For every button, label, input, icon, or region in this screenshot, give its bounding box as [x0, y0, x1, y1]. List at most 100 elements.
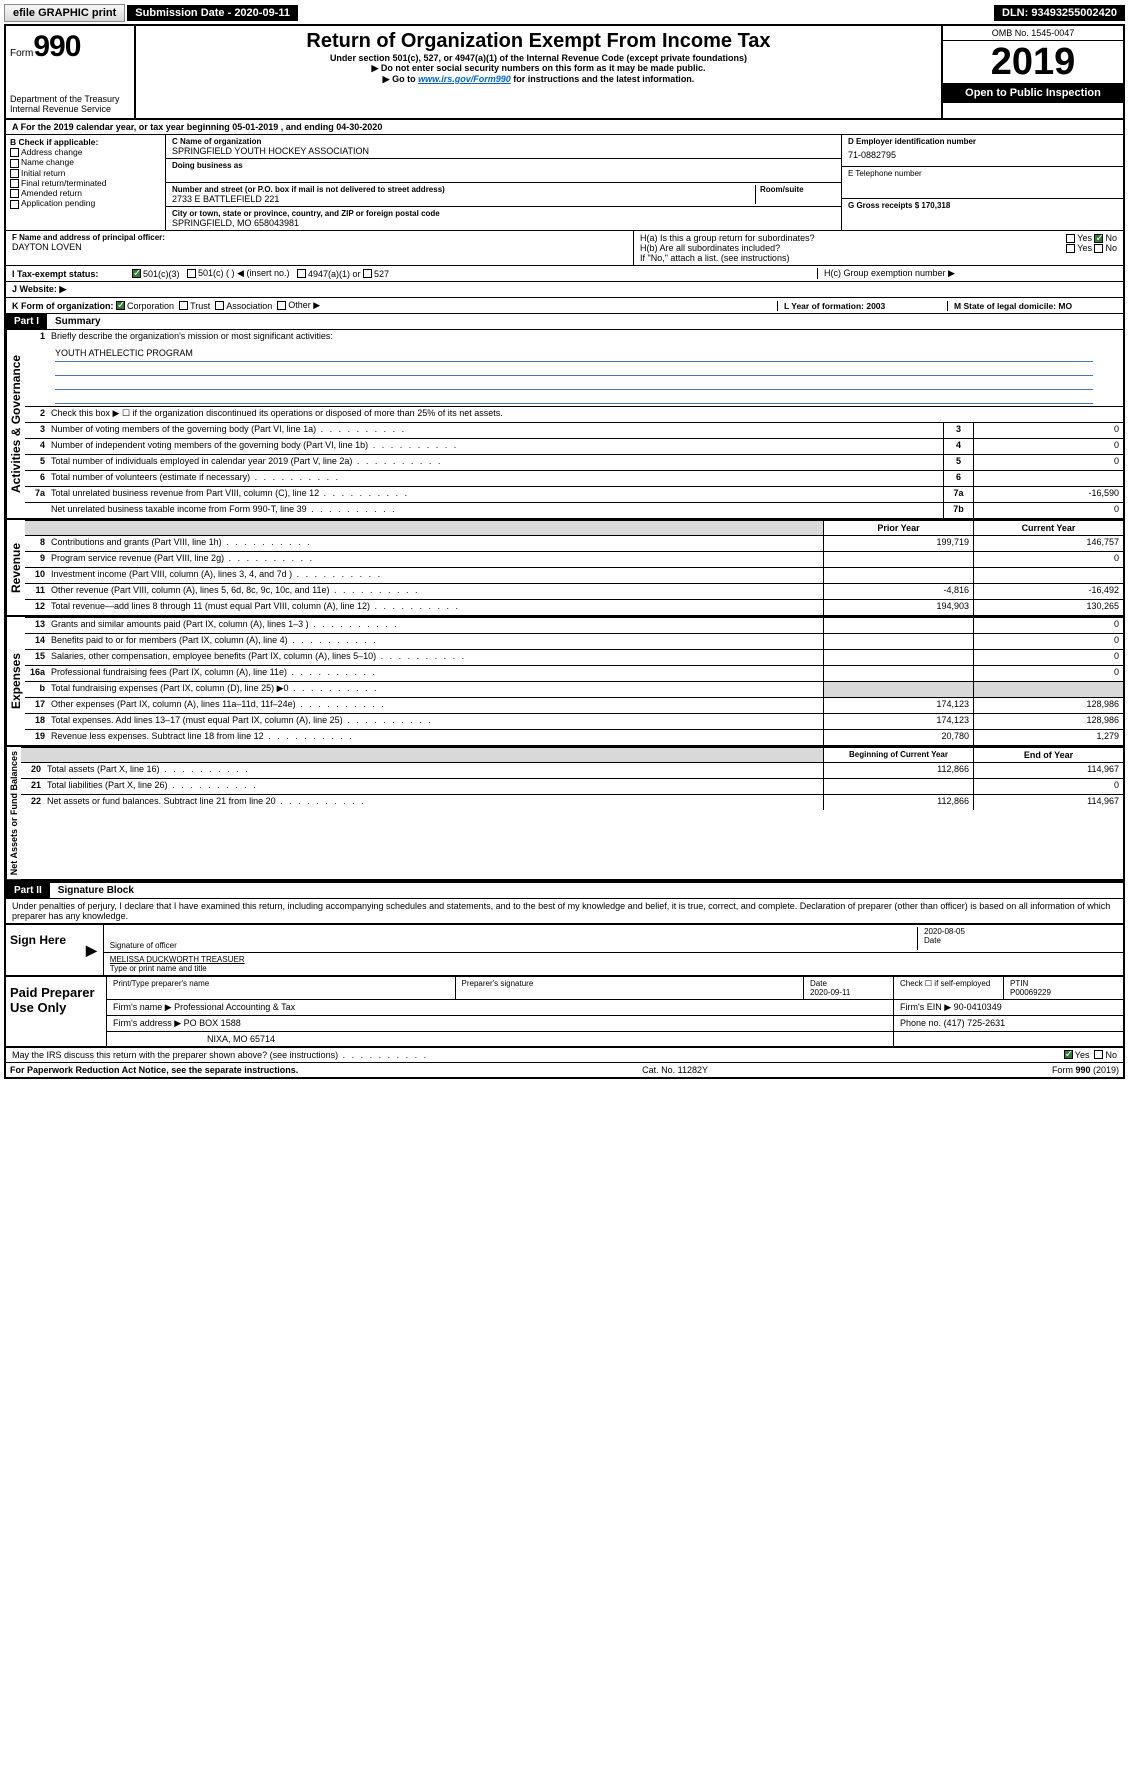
- form-number: 990: [33, 30, 80, 63]
- identity-block: B Check if applicable: Address change Na…: [6, 135, 1123, 231]
- chk-hb-yes[interactable]: [1066, 244, 1075, 253]
- open-public-label: Open to Public Inspection: [943, 83, 1123, 103]
- chk-ha-yes[interactable]: [1066, 234, 1075, 243]
- chk-trust[interactable]: [179, 301, 188, 310]
- gross-label: G Gross receipts $ 170,318: [848, 201, 1117, 210]
- form-title: Return of Organization Exempt From Incom…: [144, 30, 933, 53]
- summary-line: Net unrelated business taxable income fr…: [25, 502, 1123, 518]
- k-label: K Form of organization:: [12, 301, 114, 311]
- chk-assoc[interactable]: [215, 301, 224, 310]
- summary-line: bTotal fundraising expenses (Part IX, co…: [25, 681, 1123, 697]
- chk-527[interactable]: [363, 269, 372, 278]
- summary-line: 14Benefits paid to or for members (Part …: [25, 633, 1123, 649]
- room-label: Room/suite: [760, 185, 835, 194]
- summary-line: 4Number of independent voting members of…: [25, 438, 1123, 454]
- summary-line: 9Program service revenue (Part VIII, lin…: [25, 551, 1123, 567]
- chk-corp[interactable]: [116, 301, 125, 310]
- q2-label: Check this box ▶ ☐ if the organization d…: [49, 407, 1123, 422]
- chk-name-change[interactable]: [10, 159, 19, 168]
- lbl-amended: Amended return: [21, 188, 82, 198]
- lbl-501c3: 501(c)(3): [143, 269, 180, 279]
- summary-line: 12Total revenue—add lines 8 through 11 (…: [25, 599, 1123, 615]
- vert-net: Net Assets or Fund Balances: [6, 747, 21, 879]
- chk-discuss-no[interactable]: [1094, 1050, 1103, 1059]
- chk-ha-no[interactable]: [1094, 234, 1103, 243]
- irs-link[interactable]: www.irs.gov/Form990: [418, 74, 511, 84]
- signature-block: Sign Here ▶ Signature of officer 2020-08…: [6, 923, 1123, 975]
- city-state-zip: SPRINGFIELD, MO 658043981: [172, 218, 835, 228]
- tax-year: 2019: [943, 41, 1123, 83]
- firm-ein-label: Firm's EIN ▶: [900, 1002, 951, 1012]
- part1-title: Summary: [47, 314, 109, 329]
- summary-line: 8Contributions and grants (Part VIII, li…: [25, 535, 1123, 551]
- mission-text: YOUTH ATHELECTIC PROGRAM: [55, 348, 1093, 362]
- part2-header: Part II: [6, 883, 50, 898]
- l-label: L Year of formation: 2003: [777, 301, 947, 311]
- chk-discuss-yes[interactable]: [1064, 1050, 1073, 1059]
- mission-blank1: [55, 362, 1093, 376]
- q1-label: Briefly describe the organization's miss…: [49, 330, 1123, 346]
- ein-label: D Employer identification number: [848, 137, 1117, 146]
- mission-area: YOUTH ATHELECTIC PROGRAM: [25, 346, 1123, 406]
- self-emp-header: Check ☐ if self-employed: [893, 977, 1003, 999]
- vert-expenses: Expenses: [6, 617, 25, 745]
- part1-header: Part I: [6, 314, 47, 329]
- sign-here-label: Sign Here: [6, 925, 86, 975]
- firm-addr1: PO BOX 1588: [184, 1018, 241, 1028]
- chk-final-return[interactable]: [10, 179, 19, 188]
- efile-print-button[interactable]: efile GRAPHIC print: [4, 4, 125, 22]
- sig-date: 2020-08-05: [924, 927, 1117, 936]
- dba-label: Doing business as: [172, 161, 835, 170]
- f-label: F Name and address of principal officer:: [12, 233, 627, 242]
- chk-501c[interactable]: [187, 269, 196, 278]
- chk-initial-return[interactable]: [10, 169, 19, 178]
- tax-period-row: A For the 2019 calendar year, or tax yea…: [6, 120, 1123, 135]
- dln-label: DLN: 93493255002420: [994, 5, 1125, 21]
- ptin-value: P00069229: [1010, 988, 1051, 997]
- note2-post: for instructions and the latest informat…: [511, 74, 695, 84]
- footer: For Paperwork Reduction Act Notice, see …: [6, 1062, 1123, 1077]
- lbl-yes: Yes: [1077, 233, 1092, 243]
- arrow-icon: ▶: [86, 942, 97, 959]
- prep-sig-header: Preparer's signature: [455, 977, 804, 999]
- irs-label: Internal Revenue Service: [10, 104, 130, 114]
- chk-4947[interactable]: [297, 269, 306, 278]
- begin-year-header: Beginning of Current Year: [823, 748, 973, 762]
- chk-app-pending[interactable]: [10, 200, 19, 209]
- addr-label: Number and street (or P.O. box if mail i…: [172, 185, 755, 194]
- firm-ein: 90-0410349: [954, 1002, 1002, 1012]
- mission-blank2: [55, 376, 1093, 390]
- prep-date-header: Date: [810, 979, 827, 988]
- chk-hb-no[interactable]: [1094, 244, 1103, 253]
- begin-end-headers: Beginning of Current Year End of Year: [21, 747, 1123, 762]
- firm-name-label: Firm's name ▶: [113, 1002, 172, 1012]
- summary-line: 21Total liabilities (Part X, line 26)0: [21, 778, 1123, 794]
- net-assets-section: Net Assets or Fund Balances Beginning of…: [6, 747, 1123, 881]
- revenue-section: Revenue Prior Year Current Year 8Contrib…: [6, 520, 1123, 617]
- discuss-row: May the IRS discuss this return with the…: [6, 1046, 1123, 1062]
- lbl-no: No: [1105, 233, 1117, 243]
- paid-preparer-block: Paid Preparer Use Only Print/Type prepar…: [6, 975, 1123, 1046]
- chk-other[interactable]: [277, 301, 286, 310]
- summary-line: 20Total assets (Part X, line 16)112,8661…: [21, 762, 1123, 778]
- city-label: City or town, state or province, country…: [172, 209, 835, 218]
- submission-date-label: Submission Date - 2020-09-11: [127, 5, 298, 21]
- part2-header-row: Part II Signature Block: [6, 881, 1123, 899]
- chk-address-change[interactable]: [10, 148, 19, 157]
- summary-line: 5Total number of individuals employed in…: [25, 454, 1123, 470]
- chk-501c3[interactable]: [132, 269, 141, 278]
- ptin-header: PTIN: [1010, 979, 1028, 988]
- lbl-no2: No: [1105, 243, 1117, 253]
- summary-line: 19Revenue less expenses. Subtract line 1…: [25, 729, 1123, 745]
- part1-header-row: Part I Summary: [6, 314, 1123, 330]
- hc-label: H(c) Group exemption number ▶: [817, 268, 1117, 279]
- lbl-yes2: Yes: [1077, 243, 1092, 253]
- lbl-corp: Corporation: [127, 301, 174, 311]
- chk-amended[interactable]: [10, 189, 19, 198]
- summary-line: 13Grants and similar amounts paid (Part …: [25, 617, 1123, 633]
- lbl-other: Other ▶: [288, 300, 320, 311]
- lbl-527: 527: [374, 269, 389, 279]
- prep-name-header: Print/Type preparer's name: [107, 977, 455, 999]
- hb-label: H(b) Are all subordinates included?: [640, 243, 780, 253]
- lbl-name-change: Name change: [21, 157, 74, 167]
